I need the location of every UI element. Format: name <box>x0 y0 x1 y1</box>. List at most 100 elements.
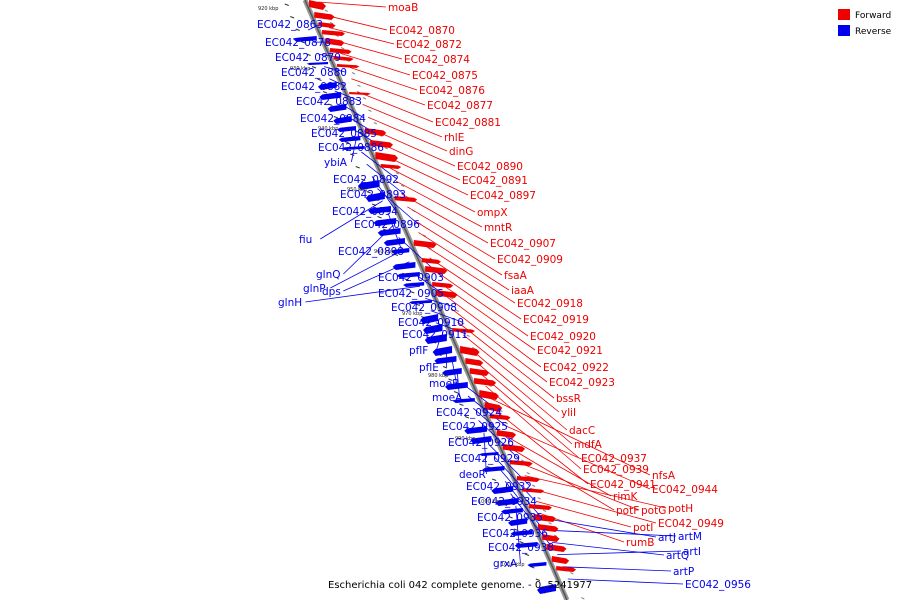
forward-gene-label: EC042_0891 <box>462 175 528 187</box>
axis-tick <box>575 584 580 587</box>
axis-tick <box>537 497 541 500</box>
reverse-gene-label: glnH <box>278 297 302 309</box>
reverse-feature <box>337 126 357 132</box>
axis-tick <box>295 28 300 31</box>
forward-leader <box>485 385 582 470</box>
reverse-gene-label: EC042_0863 <box>257 19 323 31</box>
forward-feature <box>336 64 360 68</box>
axis-tick <box>350 153 355 156</box>
forward-gene-label: potI <box>633 522 653 534</box>
reverse-gene-label: artM <box>678 531 702 543</box>
axis-tick <box>453 391 459 394</box>
forward-leader <box>334 40 403 60</box>
forward-leader <box>395 180 483 228</box>
axis-tick <box>513 528 519 531</box>
genome-axis-core <box>304 0 568 600</box>
forward-gene-label: EC042_0937 <box>581 453 647 465</box>
forward-gene-label: yliI <box>561 407 576 419</box>
forward-feature <box>502 444 526 452</box>
forward-feature <box>484 402 503 412</box>
reverse-gene-label: EC042_0925 <box>442 421 508 433</box>
reverse-gene-label: EC042_0880 <box>281 67 347 79</box>
scale-label: 920 kbp <box>258 6 278 12</box>
scale-label: 1010 kbp <box>501 562 525 568</box>
reverse-gene-label: EC042_0883 <box>296 96 362 108</box>
forward-gene-label: mdfA <box>574 439 603 451</box>
forward-leader <box>446 296 542 368</box>
scale-label: 930 kbp <box>290 66 310 72</box>
reverse-feature <box>423 324 443 334</box>
forward-leader <box>429 257 522 320</box>
forward-feature <box>516 476 540 482</box>
reverse-gene-label: EC042_0892 <box>333 174 399 186</box>
axis-tick <box>395 172 399 175</box>
reverse-leader <box>541 517 657 538</box>
axis-tick <box>553 534 558 537</box>
reverse-gene-label: EC042_0932 <box>466 481 532 493</box>
reverse-gene-label: EC042_0911 <box>402 329 468 341</box>
forward-leader <box>490 398 651 476</box>
reverse-gene-label: deoR <box>459 469 486 481</box>
forward-leader <box>462 334 560 413</box>
forward-feature <box>537 524 559 532</box>
forward-leader <box>384 155 469 196</box>
scale-labels: 920 kbp 930 kbp 940 kbp 950 kbp 960 kbp 970 k… <box>258 6 525 568</box>
axis-tick <box>448 378 453 381</box>
reverse-feature <box>470 436 492 444</box>
reverse-feature <box>514 542 538 548</box>
reverse-gene-label: glnP <box>303 283 326 295</box>
forward-leader <box>368 116 448 152</box>
reverse-leader <box>323 66 346 73</box>
reverse-leader <box>351 139 357 163</box>
forward-leader <box>502 424 651 490</box>
legend-reverse-swatch <box>838 25 850 36</box>
legend-forward-swatch <box>838 9 850 20</box>
reverse-feature <box>420 314 439 324</box>
forward-feature <box>364 128 387 136</box>
reverse-feature <box>434 356 457 364</box>
axis-tick <box>428 247 432 250</box>
forward-gene-label: EC042_0881 <box>435 117 501 129</box>
reverse-gene-label: EC042_0905 <box>378 288 444 300</box>
scale-label: 940 kbp <box>318 126 338 132</box>
reverse-leader <box>430 310 463 323</box>
reverse-leader <box>361 151 398 180</box>
forward-leader <box>507 436 612 497</box>
reverse-feature <box>409 300 433 304</box>
reverse-gene-label: EC042_0938 <box>488 542 554 554</box>
forward-feature <box>370 140 394 148</box>
forward-gene-label: EC042_0874 <box>404 54 470 66</box>
axis-tick <box>404 278 410 281</box>
reverse-gene-label: ybiA <box>324 157 348 169</box>
reverse-gene-label: grxA <box>493 558 518 570</box>
reverse-feature <box>391 248 410 254</box>
forward-leader <box>407 206 496 260</box>
reverse-gene-label: EC042_0879 <box>275 52 341 64</box>
scale-label: 990 kbp <box>455 436 475 442</box>
forward-feature <box>533 514 557 522</box>
axis-tick <box>333 116 339 119</box>
reverse-feature <box>383 238 405 246</box>
forward-gene-label: EC042_0919 <box>523 314 589 326</box>
forward-feature <box>435 290 458 298</box>
forward-gene-label: iaaA <box>511 285 535 297</box>
reverse-leader <box>562 566 672 572</box>
reverse-leader <box>330 249 405 289</box>
forward-leader <box>401 193 489 244</box>
reverse-feature <box>306 62 329 65</box>
forward-leader <box>457 321 555 399</box>
axis-tick <box>466 334 470 337</box>
forward-leader <box>518 462 640 511</box>
reverse-feature <box>452 398 475 403</box>
forward-gene-label: mntR <box>484 222 512 234</box>
reverse-gene-label: dps <box>322 286 341 298</box>
forward-feature <box>322 30 346 36</box>
axis-tick <box>384 147 389 150</box>
reverse-leader <box>329 78 346 87</box>
axis-tick <box>460 322 465 325</box>
reverse-feature <box>442 368 462 376</box>
axis-tick <box>357 84 361 87</box>
forward-feature <box>542 534 560 542</box>
axis-tick <box>581 597 585 600</box>
